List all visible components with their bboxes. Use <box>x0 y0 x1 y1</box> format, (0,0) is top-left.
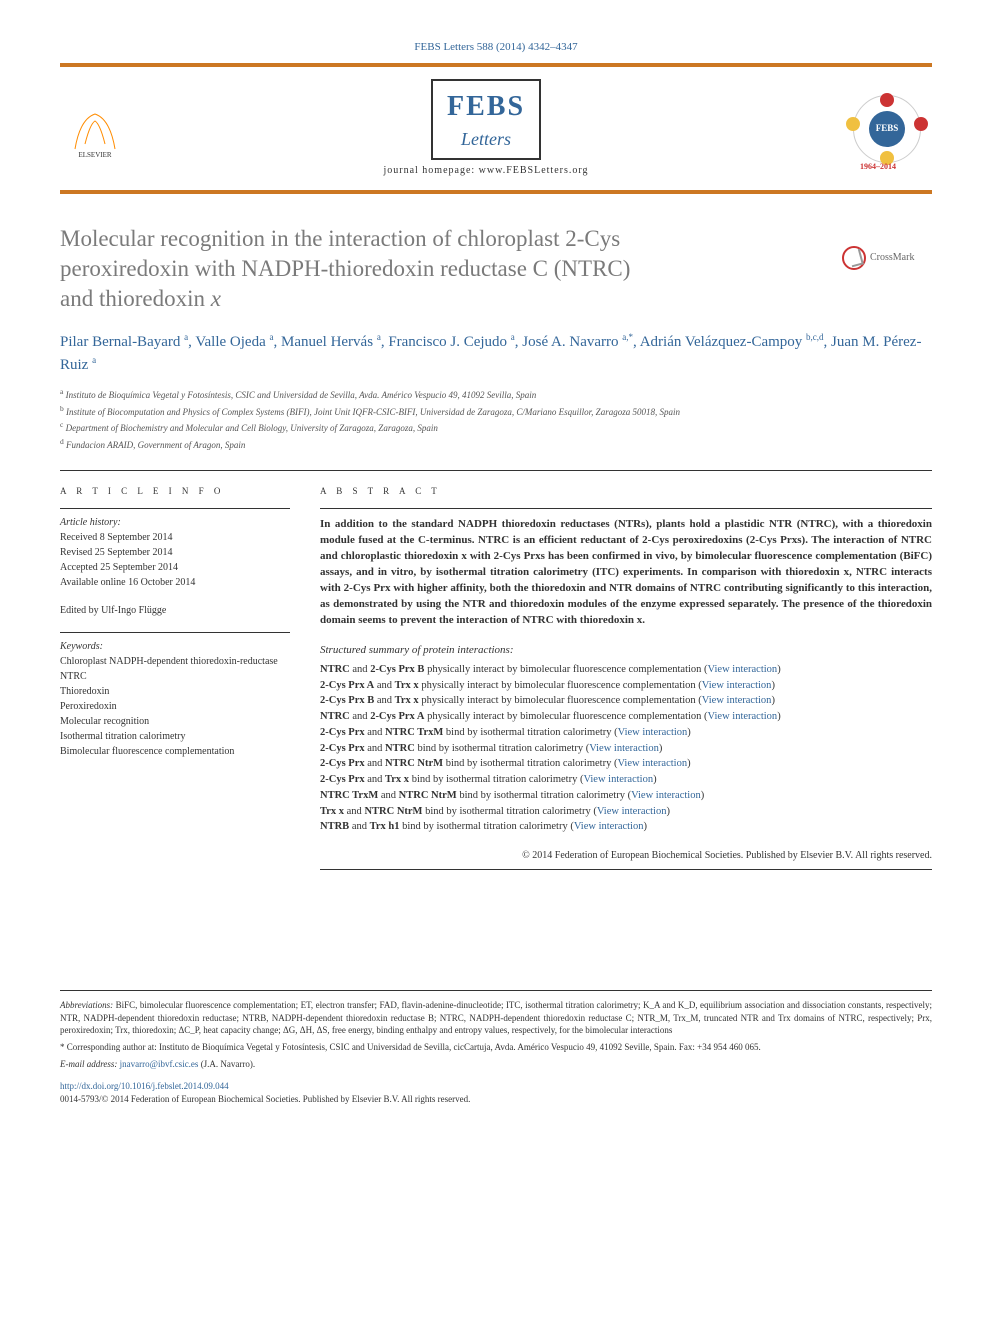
interaction-line: Trx x and NTRC NtrM bind by isothermal t… <box>320 804 932 820</box>
abstract-text: In addition to the standard NADPH thiore… <box>320 517 932 629</box>
journal-homepage[interactable]: journal homepage: www.FEBSLetters.org <box>130 164 842 178</box>
crossmark-label: CrossMark <box>870 251 914 265</box>
interaction-line: NTRB and Trx h1 bind by isothermal titra… <box>320 819 932 835</box>
crossmark-icon <box>842 246 866 270</box>
interaction-line: NTRC and 2-Cys Prx A physically interact… <box>320 709 932 725</box>
issn-line: 0014-5793/© 2014 Federation of European … <box>60 1093 932 1106</box>
febs-anniversary-logo: FEBS 1964–2014 <box>842 89 932 169</box>
abstract-header: A B S T R A C T <box>320 485 932 498</box>
abstract-column: A B S T R A C T In addition to the stand… <box>320 485 932 870</box>
view-interaction-link[interactable]: View interaction <box>574 821 644 832</box>
footer-block: Abbreviations: BiFC, bimolecular fluores… <box>60 990 932 1105</box>
journal-header: ELSEVIER FEBS Letters journal homepage: … <box>60 67 932 193</box>
section-rule <box>60 470 932 471</box>
corresponding-text: Instituto de Bioquímica Vegetal y Fotosí… <box>159 1042 761 1052</box>
citation-text[interactable]: FEBS Letters 588 (2014) 4342–4347 <box>414 41 577 53</box>
view-interaction-link[interactable]: View interaction <box>617 758 687 769</box>
doi-link[interactable]: http://dx.doi.org/10.1016/j.febslet.2014… <box>60 1080 932 1093</box>
keyword-item: NTRC <box>60 669 290 684</box>
interaction-line: NTRC TrxM and NTRC NtrM bind by isotherm… <box>320 788 932 804</box>
article-title: Molecular recognition in the interaction… <box>60 224 780 314</box>
view-interaction-link[interactable]: View interaction <box>618 727 688 738</box>
svg-text:ELSEVIER: ELSEVIER <box>78 151 111 159</box>
affiliations-list: a Instituto de Bioquímica Vegetal y Foto… <box>60 386 932 452</box>
view-interaction-link[interactable]: View interaction <box>708 664 778 675</box>
keyword-item: Chloroplast NADPH-dependent thioredoxin-… <box>60 654 290 669</box>
keyword-item: Bimolecular fluorescence complementation <box>60 744 290 759</box>
abbrev-text: BiFC, bimolecular fluorescence complemen… <box>60 1000 932 1035</box>
elsevier-logo[interactable]: ELSEVIER <box>60 94 130 164</box>
keyword-item: Thioredoxin <box>60 684 290 699</box>
view-interaction-link[interactable]: View interaction <box>702 695 772 706</box>
interaction-line: 2-Cys Prx B and Trx x physically interac… <box>320 693 932 709</box>
view-interaction-link[interactable]: View interaction <box>597 806 667 817</box>
copyright-line: © 2014 Federation of European Biochemica… <box>320 849 932 863</box>
interactions-header: Structured summary of protein interactio… <box>320 643 932 658</box>
authors-list: Pilar Bernal-Bayard a, Valle Ojeda a, Ma… <box>60 331 932 376</box>
journal-title-main: FEBS <box>447 91 525 122</box>
interaction-line: NTRC and 2-Cys Prx B physically interact… <box>320 662 932 678</box>
history-line: Accepted 25 September 2014 <box>60 560 290 575</box>
email-person: (J.A. Navarro). <box>201 1059 255 1069</box>
journal-title-sub: Letters <box>461 129 511 149</box>
email-link[interactable]: jnavarro@ibvf.csic.es <box>120 1059 199 1069</box>
keyword-item: Peroxiredoxin <box>60 699 290 714</box>
article-info-header: A R T I C L E I N F O <box>60 485 290 498</box>
febs-years: 1964–2014 <box>860 161 896 172</box>
citation-banner: FEBS Letters 588 (2014) 4342–4347 <box>60 40 932 67</box>
keywords-label: Keywords: <box>60 639 290 654</box>
view-interaction-link[interactable]: View interaction <box>631 790 701 801</box>
abbrev-label: Abbreviations: <box>60 1000 113 1010</box>
interaction-line: 2-Cys Prx and Trx x bind by isothermal t… <box>320 772 932 788</box>
affiliation-line: d Fundacion ARAID, Government of Aragon,… <box>60 436 932 453</box>
affiliation-line: b Institute of Biocomputation and Physic… <box>60 403 932 420</box>
interaction-line: 2-Cys Prx and NTRC TrxM bind by isotherm… <box>320 725 932 741</box>
interaction-line: 2-Cys Prx A and Trx x physically interac… <box>320 678 932 694</box>
interaction-line: 2-Cys Prx and NTRC bind by isothermal ti… <box>320 741 932 757</box>
crossmark-badge[interactable]: CrossMark <box>842 243 932 273</box>
history-line: Received 8 September 2014 <box>60 530 290 545</box>
article-info-column: A R T I C L E I N F O Article history: R… <box>60 485 290 870</box>
view-interaction-link[interactable]: View interaction <box>708 711 778 722</box>
keyword-item: Molecular recognition <box>60 714 290 729</box>
febs-badge: FEBS <box>869 111 905 147</box>
corresponding-label: * Corresponding author at: <box>60 1042 157 1052</box>
email-label: E-mail address: <box>60 1059 117 1069</box>
history-line: Revised 25 September 2014 <box>60 545 290 560</box>
view-interaction-link[interactable]: View interaction <box>589 743 659 754</box>
interaction-line: 2-Cys Prx and NTRC NtrM bind by isotherm… <box>320 756 932 772</box>
view-interaction-link[interactable]: View interaction <box>583 774 653 785</box>
edited-by: Edited by Ulf-Ingo Flügge <box>60 604 290 618</box>
journal-title-block: FEBS Letters journal homepage: www.FEBSL… <box>130 79 842 177</box>
affiliation-line: a Instituto de Bioquímica Vegetal y Foto… <box>60 386 932 403</box>
view-interaction-link[interactable]: View interaction <box>702 680 772 691</box>
history-line: Available online 16 October 2014 <box>60 575 290 590</box>
keyword-item: Isothermal titration calorimetry <box>60 729 290 744</box>
affiliation-line: c Department of Biochemistry and Molecul… <box>60 419 932 436</box>
history-label: Article history: <box>60 515 290 530</box>
